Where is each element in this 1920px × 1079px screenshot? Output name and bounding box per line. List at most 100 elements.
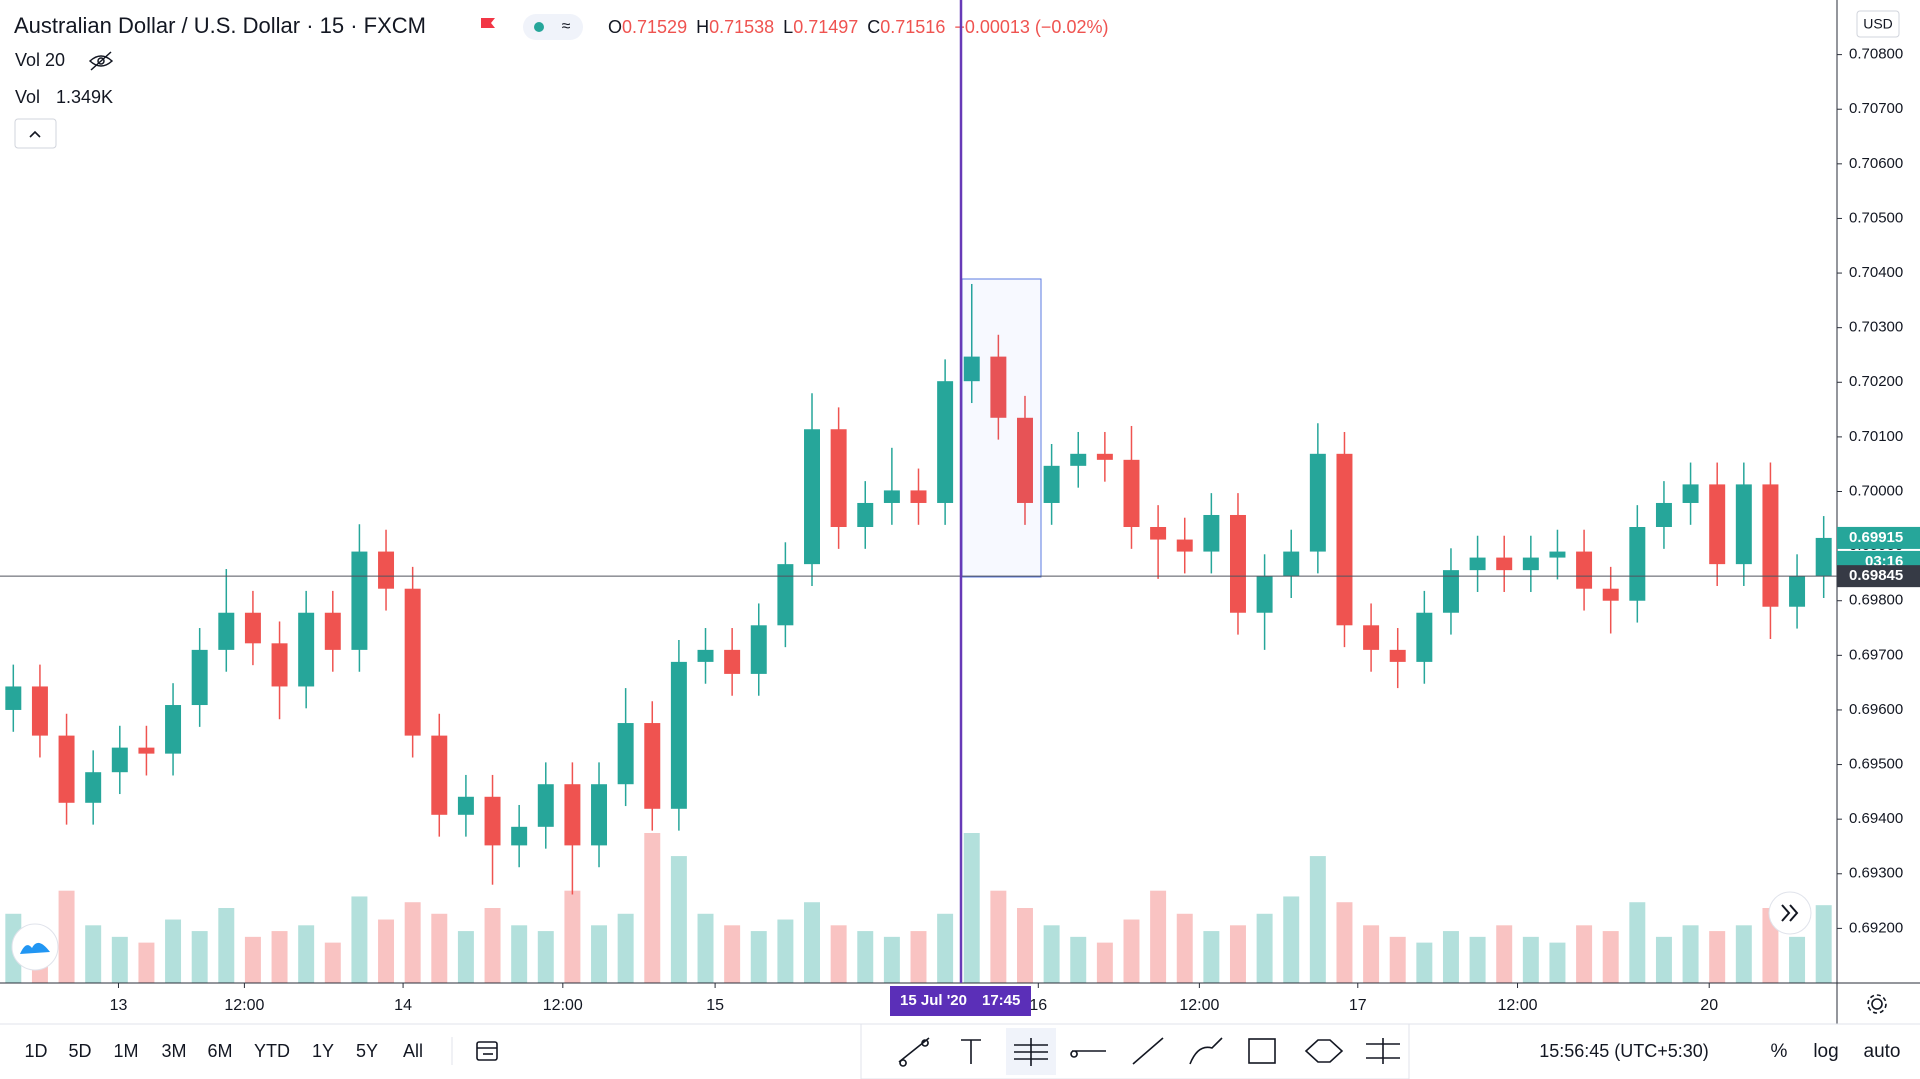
volume-bar <box>138 942 155 983</box>
horizontal-line-tool[interactable] <box>1070 1050 1106 1058</box>
x-tick-label: 20 <box>1700 997 1718 1014</box>
range-button[interactable]: All <box>403 1041 423 1061</box>
y-tick-label: 0.69300 <box>1849 865 1903 882</box>
volume-bar <box>484 908 501 983</box>
x-tick-label: 13 <box>110 997 128 1014</box>
volume-bar <box>404 902 421 983</box>
rectangle-tool[interactable] <box>1248 1038 1276 1064</box>
line-tool[interactable] <box>1132 1037 1164 1065</box>
volume-bar <box>670 856 687 983</box>
change-value: −0.00013 (−0.02%) <box>954 17 1108 37</box>
candle-body <box>1283 551 1300 577</box>
plot-area <box>5 283 1832 983</box>
symbol-title[interactable]: Australian Dollar / U.S. Dollar · 15 · F… <box>14 13 426 38</box>
volume-bar <box>298 925 315 983</box>
volume-bar <box>591 925 608 983</box>
ohlc-key: H <box>696 17 709 37</box>
range-button[interactable]: 1D <box>24 1041 47 1061</box>
volume-bar <box>111 936 128 983</box>
candle-body <box>750 625 767 674</box>
volume-bar <box>564 890 581 983</box>
volume-bar <box>1176 913 1193 983</box>
ellipse-tool[interactable] <box>1304 1039 1344 1063</box>
trend-tool[interactable] <box>898 1037 930 1067</box>
candle-body <box>85 772 102 803</box>
y-tick-label: 0.70100 <box>1849 428 1903 445</box>
x-tick-label: 12:00 <box>1497 997 1537 1014</box>
ohlc-value: 0.71538 <box>709 17 774 37</box>
measure-tool[interactable] <box>1366 1038 1400 1064</box>
candle-body <box>165 705 182 754</box>
volume-bar <box>511 925 528 983</box>
volume-bar <box>1043 925 1060 983</box>
range-button[interactable]: YTD <box>254 1041 290 1061</box>
scale-option[interactable]: % <box>1771 1041 1788 1062</box>
last-price-label: 0.69915 <box>1849 529 1903 546</box>
y-tick-label: 0.69800 <box>1849 592 1903 609</box>
text-tool[interactable] <box>961 1039 981 1064</box>
volume-bar <box>804 902 820 983</box>
y-tick-label: 0.70400 <box>1849 264 1903 281</box>
candle-body <box>1256 576 1273 613</box>
candle-body <box>1682 484 1699 503</box>
volume-bar <box>857 931 874 983</box>
crosshair-date: 15 Jul '20 <box>900 992 967 1009</box>
range-button[interactable]: 1M <box>113 1041 138 1061</box>
candle-body <box>1762 484 1779 607</box>
candle-body <box>1229 514 1246 613</box>
volume-bar <box>271 931 288 983</box>
range-button[interactable]: 5D <box>68 1041 91 1061</box>
flag-icon[interactable] <box>481 18 495 28</box>
volume-bar <box>617 913 634 983</box>
market-open-dot <box>534 22 544 32</box>
candle-body <box>1789 576 1806 607</box>
y-tick-label: 0.70500 <box>1849 209 1903 226</box>
date-range-icon[interactable] <box>476 1041 498 1061</box>
range-button[interactable]: 5Y <box>356 1041 378 1061</box>
volume-bar <box>244 936 261 983</box>
candle-body <box>724 649 741 674</box>
range-button[interactable]: 3M <box>161 1041 186 1061</box>
volume-bar <box>1229 925 1246 983</box>
volume-bar <box>910 931 927 983</box>
candle-body <box>963 356 980 382</box>
indicator-title[interactable]: Vol 20 <box>15 50 65 70</box>
volume-bar <box>990 890 1007 983</box>
volume-bar <box>1655 936 1672 983</box>
range-button[interactable]: 6M <box>207 1041 232 1061</box>
volume-bar <box>218 908 235 983</box>
scale-option[interactable]: auto <box>1864 1041 1901 1062</box>
volume-bar <box>1150 890 1167 983</box>
candle-body <box>883 490 900 503</box>
volume-bar <box>644 833 661 983</box>
volume-bar <box>1416 942 1433 983</box>
fib-tool[interactable] <box>1014 1038 1048 1066</box>
candle-body <box>670 661 687 809</box>
volume-bar <box>1709 931 1726 983</box>
candle-body <box>511 826 528 846</box>
volume-bar <box>1203 931 1220 983</box>
candle-body <box>1442 570 1459 613</box>
brush-tool[interactable] <box>1189 1037 1223 1065</box>
scale-option[interactable]: log <box>1813 1041 1838 1062</box>
status-pill[interactable] <box>523 14 583 40</box>
y-tick-label: 0.70600 <box>1849 155 1903 172</box>
candle-body <box>1469 557 1486 571</box>
currency: USD <box>1863 16 1893 32</box>
clock[interactable]: 15:56:45 (UTC+5:30) <box>1539 1041 1709 1061</box>
range-buttons: 1D 5D 1M 3M 6M YTD 1Y 5Y All <box>24 1041 423 1061</box>
rectangle-drawing[interactable] <box>961 278 1042 578</box>
candle-body <box>1043 465 1060 503</box>
candle-body <box>191 649 208 706</box>
hide-icon[interactable] <box>88 51 114 71</box>
crosshair-time-box <box>890 986 1031 1016</box>
currency-button[interactable] <box>1856 10 1900 38</box>
y-tick-label: 0.69500 <box>1849 756 1903 773</box>
delay-icon: ≈ <box>562 18 571 35</box>
volume-bar <box>937 913 954 983</box>
range-button[interactable]: 1Y <box>312 1041 334 1061</box>
volume-label: Vol <box>15 87 40 107</box>
candle-body <box>58 735 75 803</box>
settings-icon[interactable] <box>1867 994 1887 1014</box>
volume-bar <box>324 942 341 983</box>
